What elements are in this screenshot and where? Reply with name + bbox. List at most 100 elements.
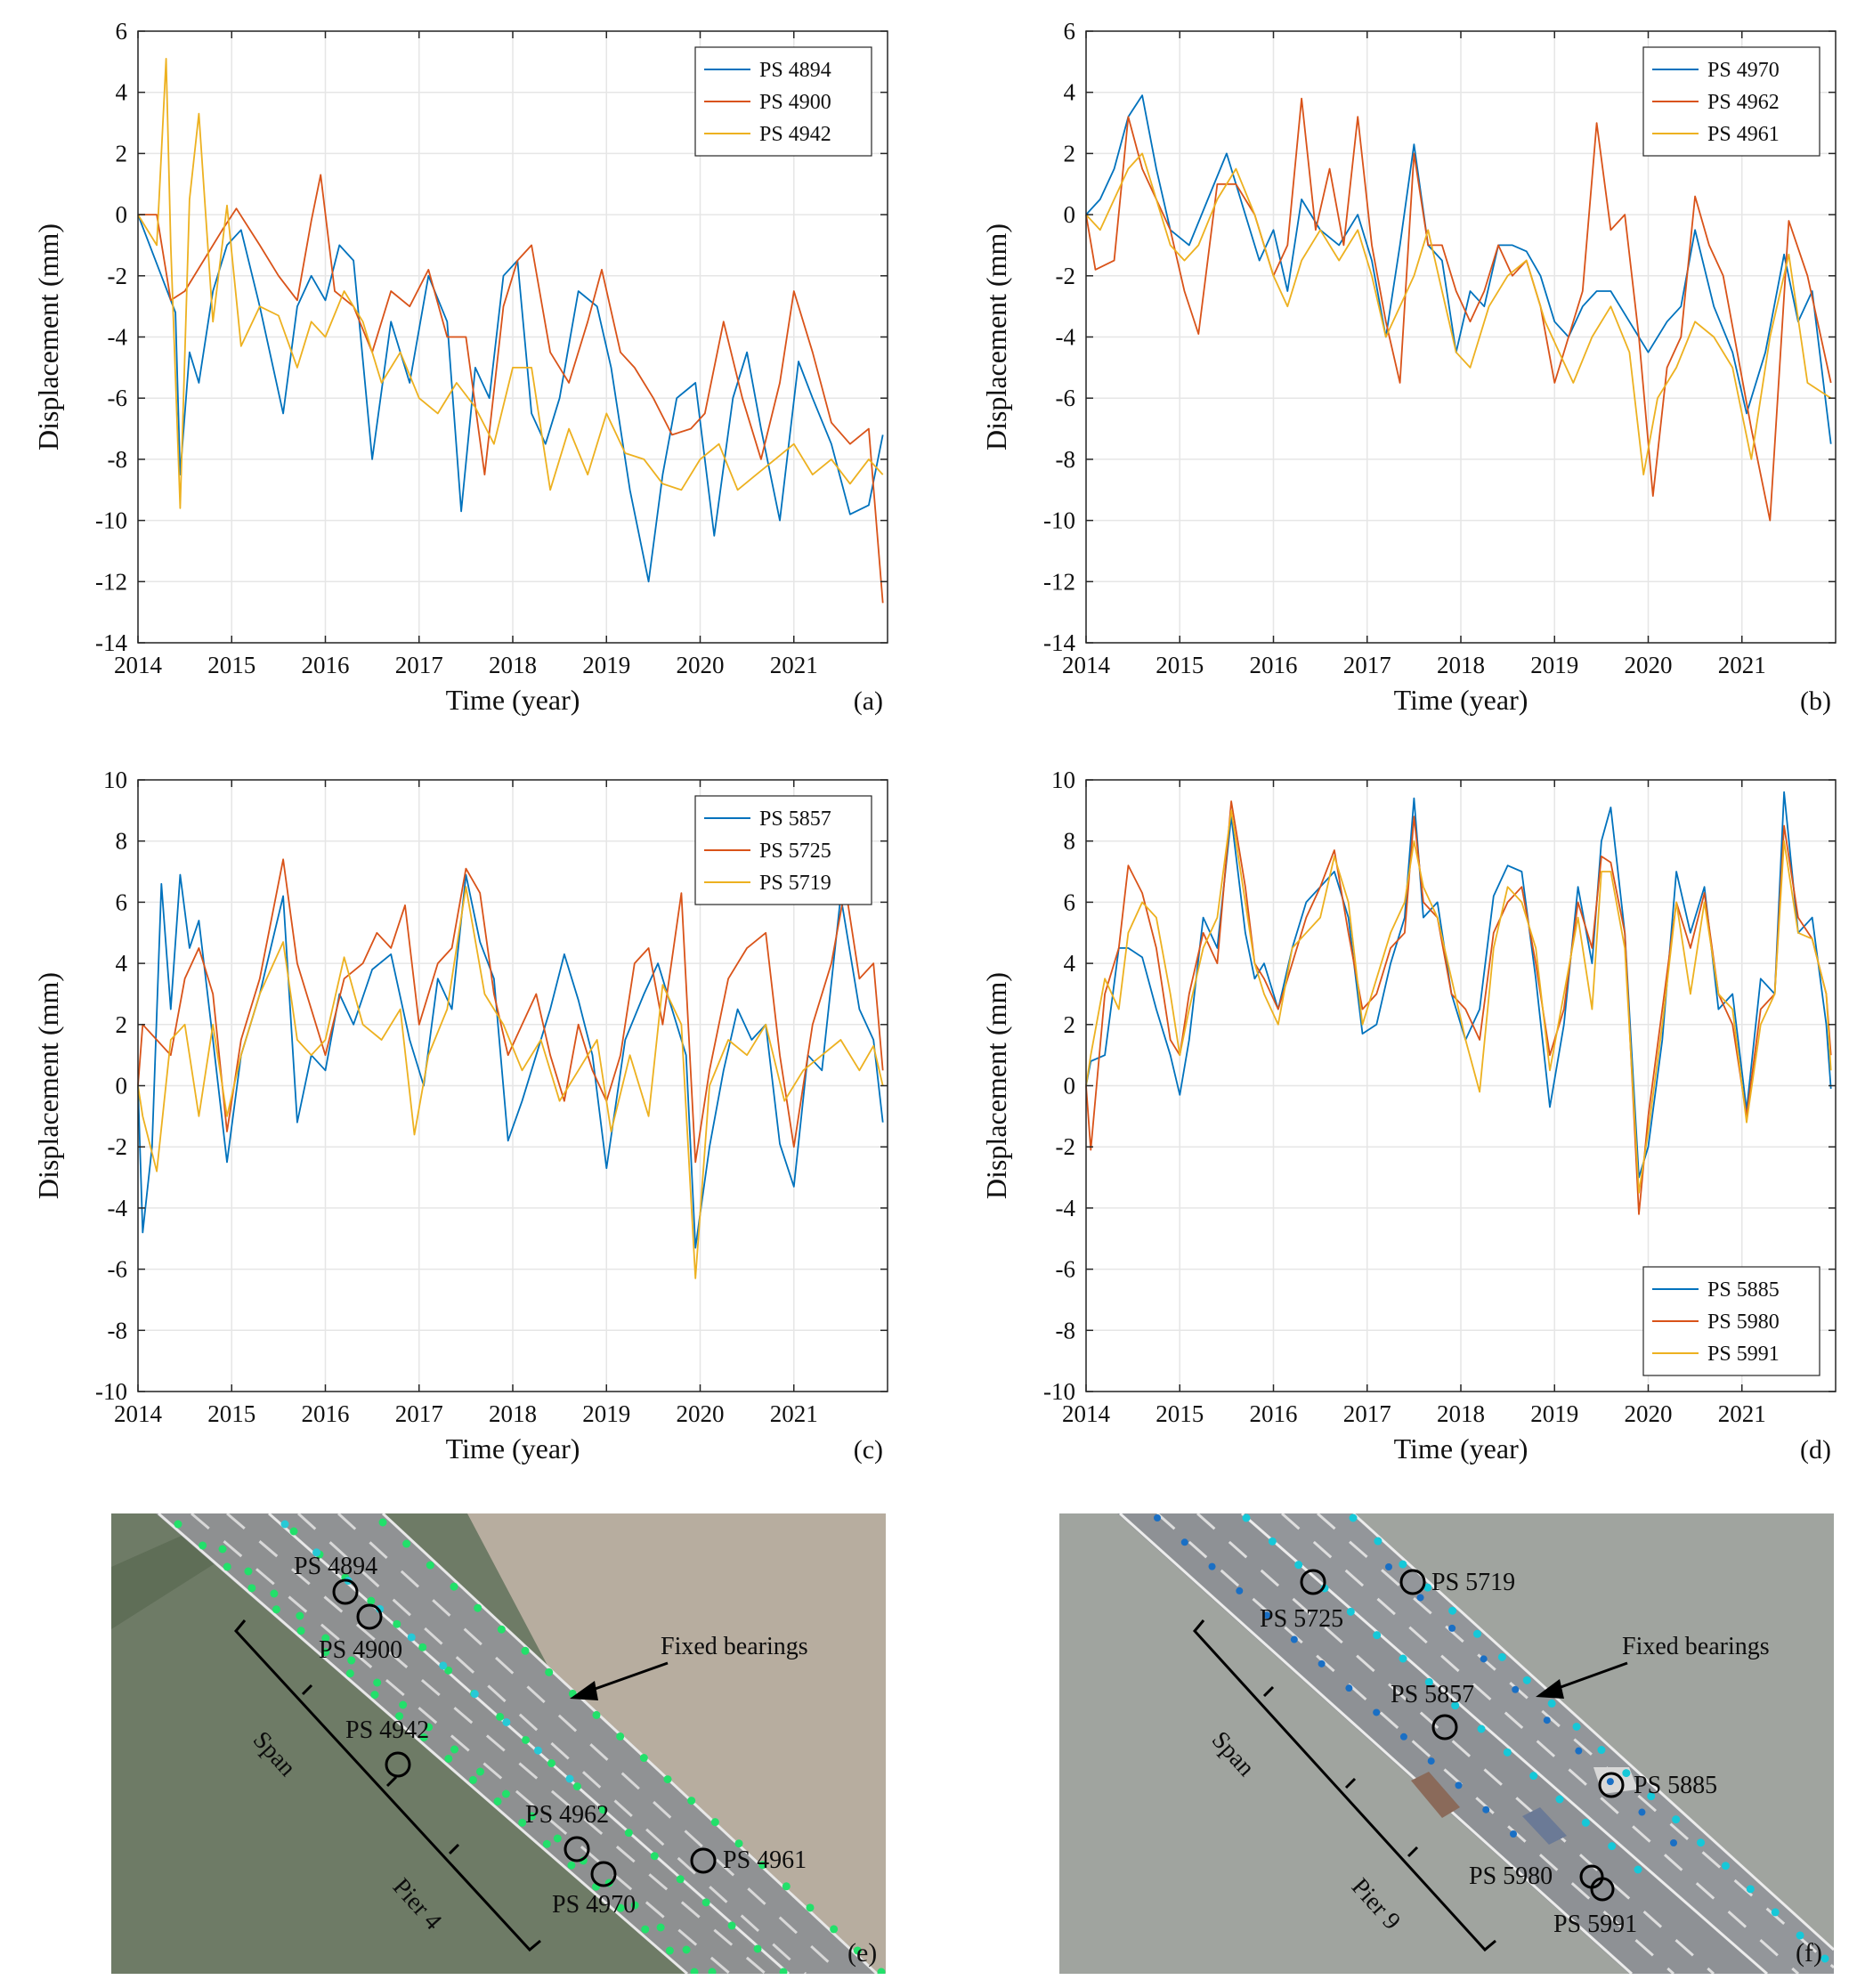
ps-point — [727, 1921, 736, 1930]
map-e-field — [467, 1513, 886, 1974]
label-fixed-bearings-e: Fixed bearings — [661, 1633, 808, 1660]
ps-point — [1318, 1659, 1326, 1667]
x-tick-label: 2019 — [582, 652, 630, 678]
y-tick-label: 8 — [1064, 828, 1076, 855]
ps-point — [444, 1754, 453, 1763]
map-e-lane-lines — [191, 1513, 843, 1974]
ps-point — [1575, 1747, 1583, 1755]
ps-point — [1480, 1655, 1488, 1663]
y-tick-label: 6 — [116, 18, 128, 45]
ps-point — [701, 1898, 710, 1907]
ps-point — [321, 1648, 330, 1657]
x-tick-label: 2021 — [770, 652, 818, 678]
map-f-bridge-deck-2 — [1242, 1513, 1834, 1974]
ps-point — [393, 1619, 401, 1628]
ps-point — [1399, 1732, 1407, 1741]
y-tick-label: 6 — [1064, 889, 1076, 915]
ps-point — [1477, 1724, 1486, 1733]
y-tick-label: -6 — [108, 1256, 128, 1283]
y-tick-label: 0 — [116, 201, 128, 228]
ps-point — [592, 1710, 601, 1719]
ps-point — [533, 1746, 542, 1755]
ps-point — [758, 1861, 767, 1870]
y-tick-label: -14 — [95, 629, 127, 656]
ps-point — [853, 1946, 862, 1955]
y-tick-label: -2 — [108, 263, 128, 289]
y-tick-label: 0 — [1064, 201, 1076, 228]
x-tick-label: 2014 — [1062, 1400, 1111, 1427]
bracket-span-pier-e — [234, 1619, 541, 1952]
label-ps-5725: PS 5725 — [1260, 1605, 1343, 1633]
x-tick-label: 2017 — [395, 1400, 443, 1427]
ps-point — [567, 1861, 576, 1870]
x-axis-label: Time (year) — [446, 1432, 580, 1465]
ps-point — [1385, 1563, 1392, 1570]
label-ps-5719: PS 5719 — [1431, 1569, 1515, 1596]
ps-point — [616, 1903, 625, 1912]
y-tick-label: -2 — [1056, 263, 1076, 289]
legend-box — [1642, 1266, 1820, 1376]
ps-point — [1597, 1746, 1606, 1755]
y-tick-label: -2 — [108, 1133, 128, 1160]
ps-point — [639, 1754, 648, 1763]
ps-point — [656, 1923, 665, 1932]
ps-point — [270, 1589, 279, 1598]
y-tick-label: -8 — [108, 1317, 128, 1343]
chart-panel-3: 2014 2015 2016 2017 2018 2019 2020 2021 10 8 6 4 2 0 -… — [32, 767, 888, 1465]
label-ps-5980: PS 5980 — [1469, 1862, 1553, 1890]
y-tick-label: -10 — [1043, 507, 1075, 534]
x-tick-label: 2020 — [1625, 652, 1673, 678]
map-f-edge-lines — [1118, 1513, 1834, 1974]
series-line-ps-4942 — [137, 58, 884, 509]
x-tick-label: 2015 — [1155, 652, 1204, 678]
x-tick-label: 2021 — [1718, 652, 1766, 678]
charts-layer: 2014 2015 2016 2017 2018 2019 2020 20216420-2-4… — [32, 18, 1837, 1465]
legend-label: PS 4894 — [759, 59, 831, 82]
x-tick-label: 2015 — [1155, 1400, 1204, 1427]
ps-point — [1294, 1561, 1303, 1570]
y-tick-label: -12 — [95, 568, 127, 595]
x-tick-label: 2014 — [114, 1400, 163, 1427]
ps-point — [419, 1733, 428, 1742]
x-tick-label: 2015 — [207, 652, 255, 678]
ps-point — [1346, 1607, 1355, 1616]
y-tick-label: -10 — [95, 1378, 127, 1405]
x-axis-label: Time (year) — [1394, 1432, 1528, 1465]
marker-ps-4894 — [332, 1578, 359, 1605]
series-line-ps-4894 — [137, 214, 884, 583]
marker-ps-5725 — [1300, 1569, 1326, 1595]
ps-point — [545, 1667, 554, 1676]
label-fixed-bearings-f: Fixed bearings — [1622, 1633, 1770, 1660]
ps-point — [444, 1666, 453, 1675]
ps-point — [690, 1968, 699, 1974]
legend: PS 4970 PS 4962 PS 4961 — [1642, 46, 1820, 157]
ps-point — [174, 1520, 182, 1529]
ps-point — [345, 1669, 354, 1678]
ps-point — [1427, 1757, 1435, 1765]
label-ps-5885: PS 5885 — [1634, 1772, 1717, 1799]
ps-point — [779, 1968, 788, 1974]
ps-point — [522, 1735, 531, 1744]
legend: PS 5857 PS 5725 PS 5719 — [694, 795, 872, 905]
legend-label: PS 5980 — [1707, 1310, 1780, 1334]
ps-point — [1512, 1685, 1520, 1693]
ps-point — [244, 1567, 253, 1576]
ps-point — [1634, 1865, 1642, 1874]
ps-point — [1180, 1538, 1188, 1546]
x-tick-label: 2018 — [489, 1400, 537, 1427]
ps-point — [502, 1717, 511, 1726]
x-tick-label: 2017 — [395, 652, 443, 678]
ps-point — [321, 1634, 330, 1643]
y-tick-label: 2 — [116, 1011, 128, 1038]
x-tick-label: 2020 — [1625, 1400, 1673, 1427]
ps-point — [1529, 1772, 1538, 1781]
ps-point — [418, 1643, 427, 1651]
ps-point — [347, 1656, 356, 1665]
ps-point — [1290, 1635, 1298, 1643]
marker-ps-5885 — [1598, 1772, 1625, 1798]
x-axis-label: Time (year) — [446, 684, 580, 716]
ps-point — [1820, 1954, 1829, 1963]
legend-label: PS 5885 — [1707, 1278, 1780, 1302]
map-e-edge-lines — [158, 1513, 879, 1974]
legend-label: PS 4961 — [1707, 123, 1780, 146]
